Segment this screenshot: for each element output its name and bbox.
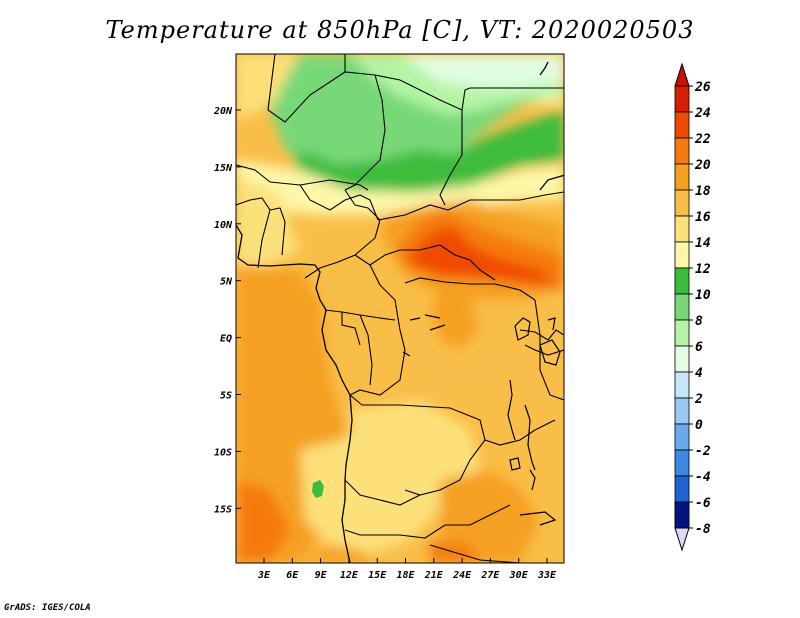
longitude-axis: 3E 6E 9E 12E 15E 18E 21E 24E 27E 30E 33E — [257, 558, 557, 581]
colorbar-top-arrow — [674, 62, 690, 87]
lon-tick-label: 9E — [315, 570, 328, 581]
lat-tick-label: 5N — [220, 277, 233, 288]
temperature-map-figure: 20N 15N 10N 5N EQ 5S 10S 15S 3E 6E 9E 12E 15E 18E 21E… — [213, 53, 711, 581]
colorbar-swatch-last — [674, 501, 690, 529]
lon-tick-label: 24E — [452, 570, 472, 581]
temperature-field — [236, 54, 564, 563]
colorbar-label: 8 — [695, 314, 703, 329]
colorbar-label: 24 — [694, 106, 711, 121]
lat-tick-label: 15N — [214, 163, 233, 174]
colorbar-swatch — [674, 267, 690, 295]
lat-tick-label: 20N — [213, 106, 233, 117]
colorbar-label: 20 — [694, 158, 711, 173]
lat-tick-label: 10S — [214, 447, 232, 458]
colorbar-swatch — [674, 189, 690, 217]
colorbar-label: 6 — [695, 340, 703, 355]
lon-tick-label: 12E — [340, 570, 359, 581]
coastline — [236, 61, 564, 563]
map-frame — [235, 53, 565, 564]
grads-footer: GrADS: IGES/COLA — [4, 603, 91, 613]
colorbar-label: 14 — [695, 236, 711, 251]
lon-tick-label: 21E — [424, 570, 444, 581]
colorbar-swatch — [674, 449, 690, 477]
colorbar-label: 2 — [694, 392, 703, 407]
colorbar-label: 18 — [695, 184, 711, 199]
colorbar-swatch — [674, 85, 690, 113]
colorbar-label: -4 — [695, 470, 711, 485]
colorbar-label: -8 — [695, 522, 711, 537]
lon-tick-label: 27E — [480, 570, 500, 581]
latitude-axis: 20N 15N 10N 5N EQ 5S 10S 15S — [213, 106, 241, 515]
colorbar-swatch — [674, 111, 690, 139]
lakes — [402, 314, 561, 526]
colorbar-swatch — [674, 345, 690, 373]
map-title: Temperature at 850hPa [C], VT: 202002050… — [105, 16, 695, 44]
lon-tick-label: 18E — [396, 570, 415, 581]
colorbar-swatch — [674, 163, 690, 191]
colorbar-label: 12 — [695, 262, 711, 277]
colorbar-swatch — [674, 371, 690, 399]
colorbar-label: 4 — [695, 366, 703, 381]
colorbar-swatch — [674, 319, 690, 347]
colorbar-label: 0 — [695, 418, 703, 433]
lon-tick-label: 15E — [368, 570, 387, 581]
lon-tick-label: 30E — [509, 570, 529, 581]
colorbar-label: -6 — [695, 496, 711, 511]
lat-tick-label: 10N — [214, 220, 233, 231]
colorbar-swatch — [674, 215, 690, 243]
colorbar-label: -2 — [695, 444, 711, 459]
lon-tick-label: 6E — [286, 570, 299, 581]
colorbar-bottom-arrow — [674, 527, 690, 552]
colorbar-label: 16 — [695, 210, 711, 225]
colorbar-swatch — [674, 293, 690, 321]
lon-tick-label: 3E — [257, 570, 271, 581]
colorbar-swatch — [674, 241, 690, 269]
colorbar-label: 22 — [694, 132, 711, 147]
lon-tick-label: 33E — [537, 570, 557, 581]
country-boundaries — [236, 54, 564, 563]
colorbar-swatch — [674, 397, 690, 425]
colorbar-swatch — [674, 423, 690, 451]
colorbar-label: 10 — [695, 288, 711, 303]
colorbar-swatch — [674, 475, 690, 503]
lat-tick-label: 15S — [214, 504, 232, 515]
colorbar-label: 26 — [694, 80, 711, 95]
colorbar-swatch — [674, 137, 690, 165]
lat-tick-label: 5S — [220, 391, 232, 402]
lat-tick-label: EQ — [220, 334, 232, 345]
